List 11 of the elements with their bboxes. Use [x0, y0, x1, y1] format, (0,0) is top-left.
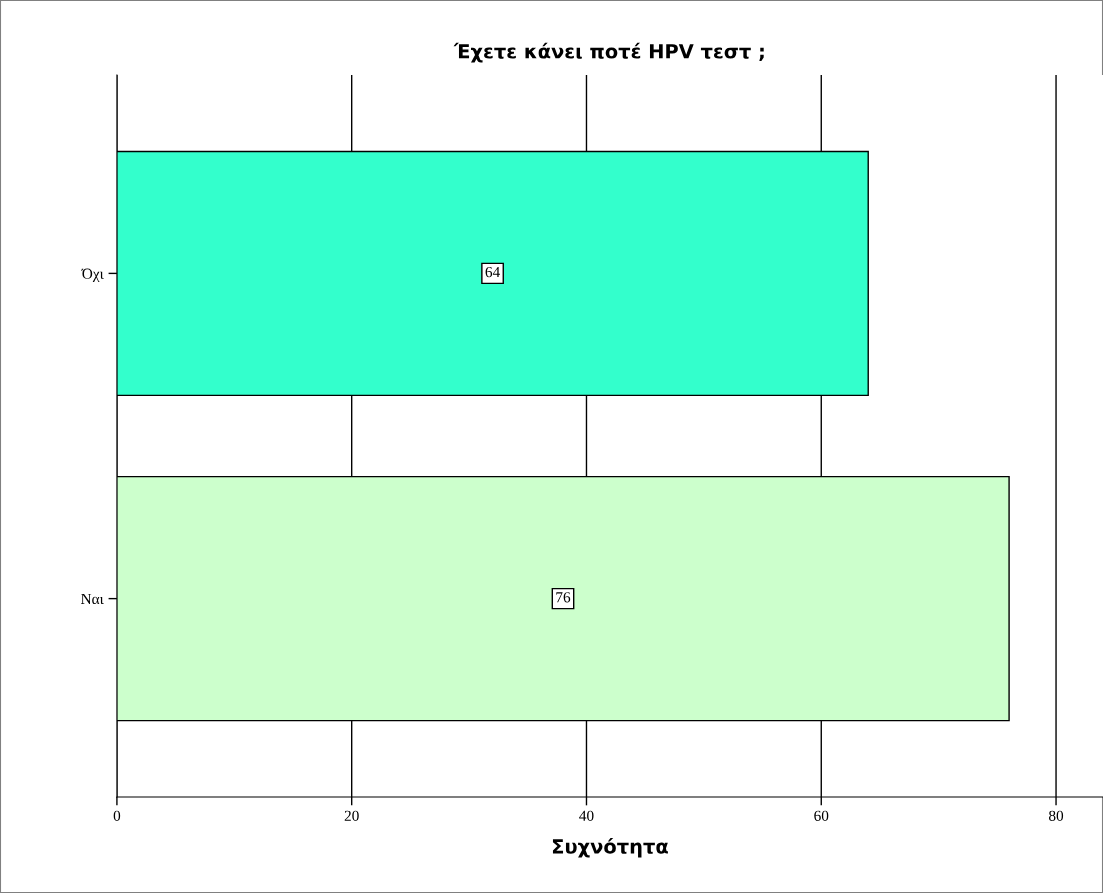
y-tick-label: Όχι [81, 268, 104, 282]
x-axis-title: Συχνότητα [552, 837, 668, 858]
data-label: 64 [485, 266, 500, 278]
x-tick-label: 60 [814, 810, 829, 821]
chart-title: Έχετε κάνει ποτέ HPV τεστ ; [453, 42, 764, 63]
data-label: 76 [556, 592, 571, 603]
x-tick-label: 80 [1048, 810, 1064, 821]
x-tick-label: 20 [344, 810, 359, 821]
x-tick-label: 0 [113, 810, 121, 821]
x-tick-label: 40 [579, 810, 594, 821]
y-tick-label: Ναι [81, 593, 104, 605]
